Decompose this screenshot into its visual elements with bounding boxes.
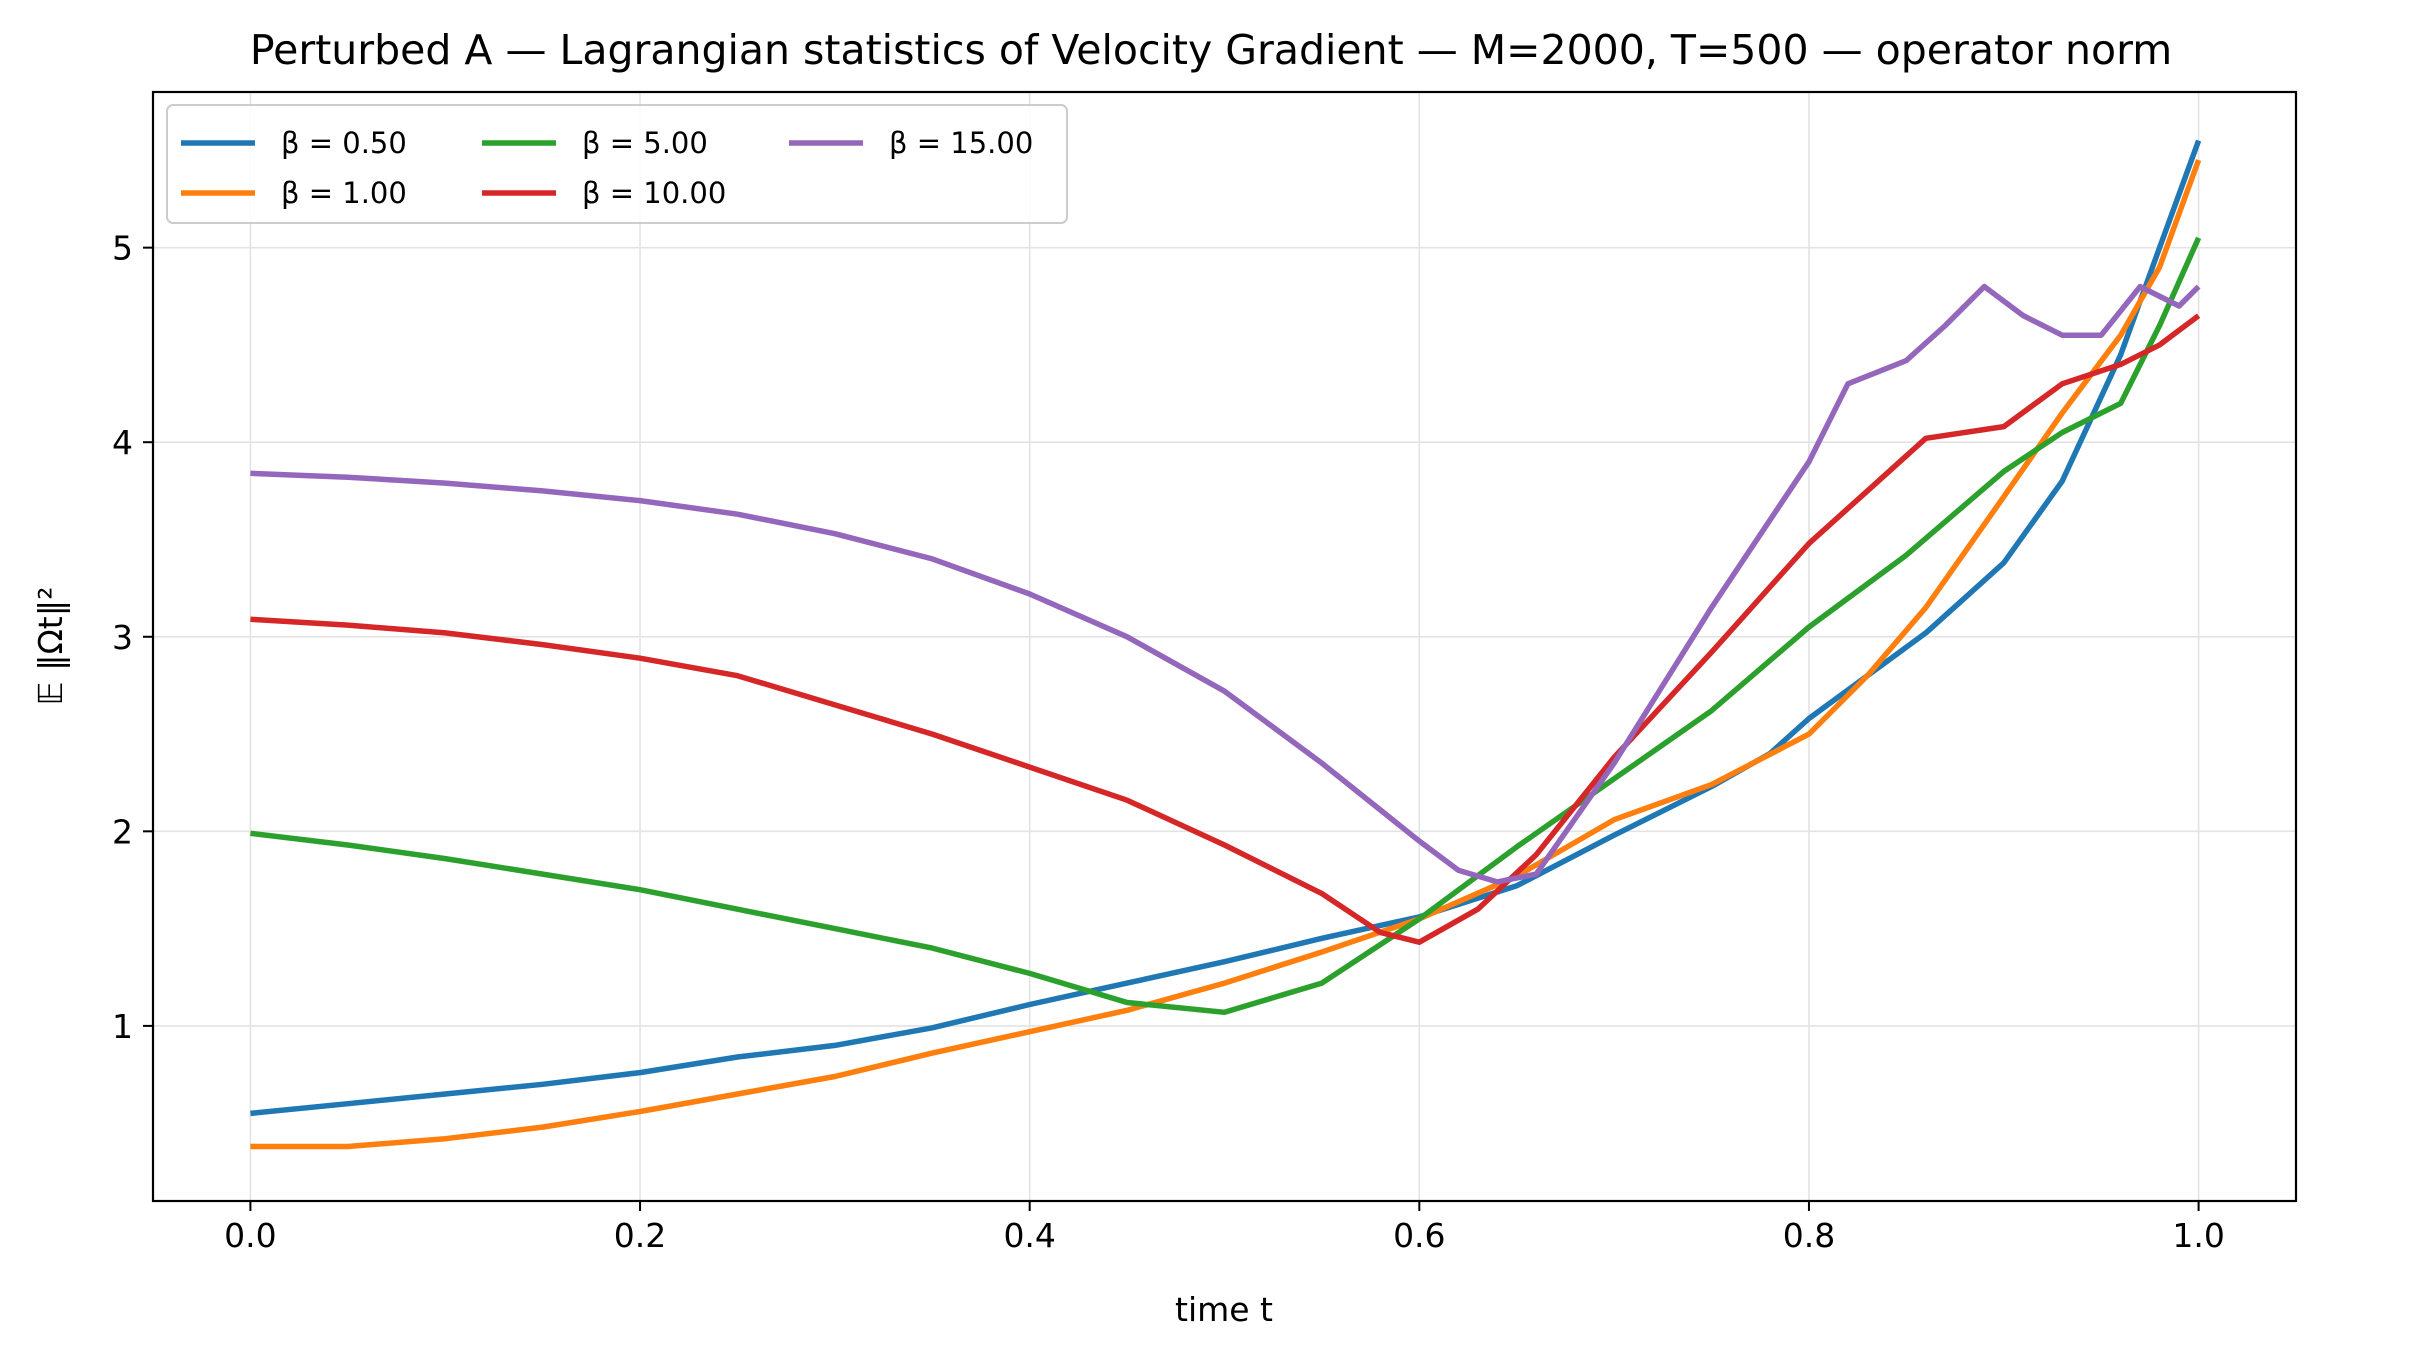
y-tick-label: 1 [112,1007,133,1046]
y-axis-label: 𝔼 ‖Ωt‖² [31,587,70,706]
series-layer [250,139,2202,1150]
tick-layer: 0.0 0.2 0.4 0.6 0.8 1.0 1 2 3 4 5 [112,229,2225,1255]
legend: β = 0.50 β = 1.00 β = 5.00 β = 10.00 β = 15.… [166,104,1068,224]
y-tick-label: 5 [112,229,133,268]
plot-frame [151,90,2298,1203]
series-line-3 [250,236,2202,1016]
y-tick-label: 2 [112,812,133,851]
chart-title: Perturbed A — Lagrangian statistics of V… [250,26,2172,74]
series-line-4 [250,313,2201,945]
x-tick-label: 0.2 [614,1216,666,1255]
x-axis-label: time t [1175,1290,1273,1329]
series-line-1 [250,139,2202,1117]
legend-label-4: β = 10.00 [582,176,726,210]
series-line-5 [250,283,2201,885]
legend-label-2: β = 1.00 [281,176,407,210]
y-tick-label: 3 [112,618,133,657]
x-tick-label: 0.8 [1783,1216,1835,1255]
x-tick-label: 0.6 [1393,1216,1445,1255]
legend-label-1: β = 0.50 [281,126,407,160]
y-tick-label: 4 [112,423,133,462]
series-line-2 [250,159,2202,1150]
x-tick-label: 0.0 [224,1216,276,1255]
legend-label-5: β = 15.00 [889,126,1033,160]
x-tick-label: 1.0 [2172,1216,2224,1255]
legend-label-3: β = 5.00 [582,126,708,160]
legend-frame [166,104,1068,224]
grid-layer [153,92,2296,1201]
x-tick-label: 0.4 [1003,1216,1055,1255]
